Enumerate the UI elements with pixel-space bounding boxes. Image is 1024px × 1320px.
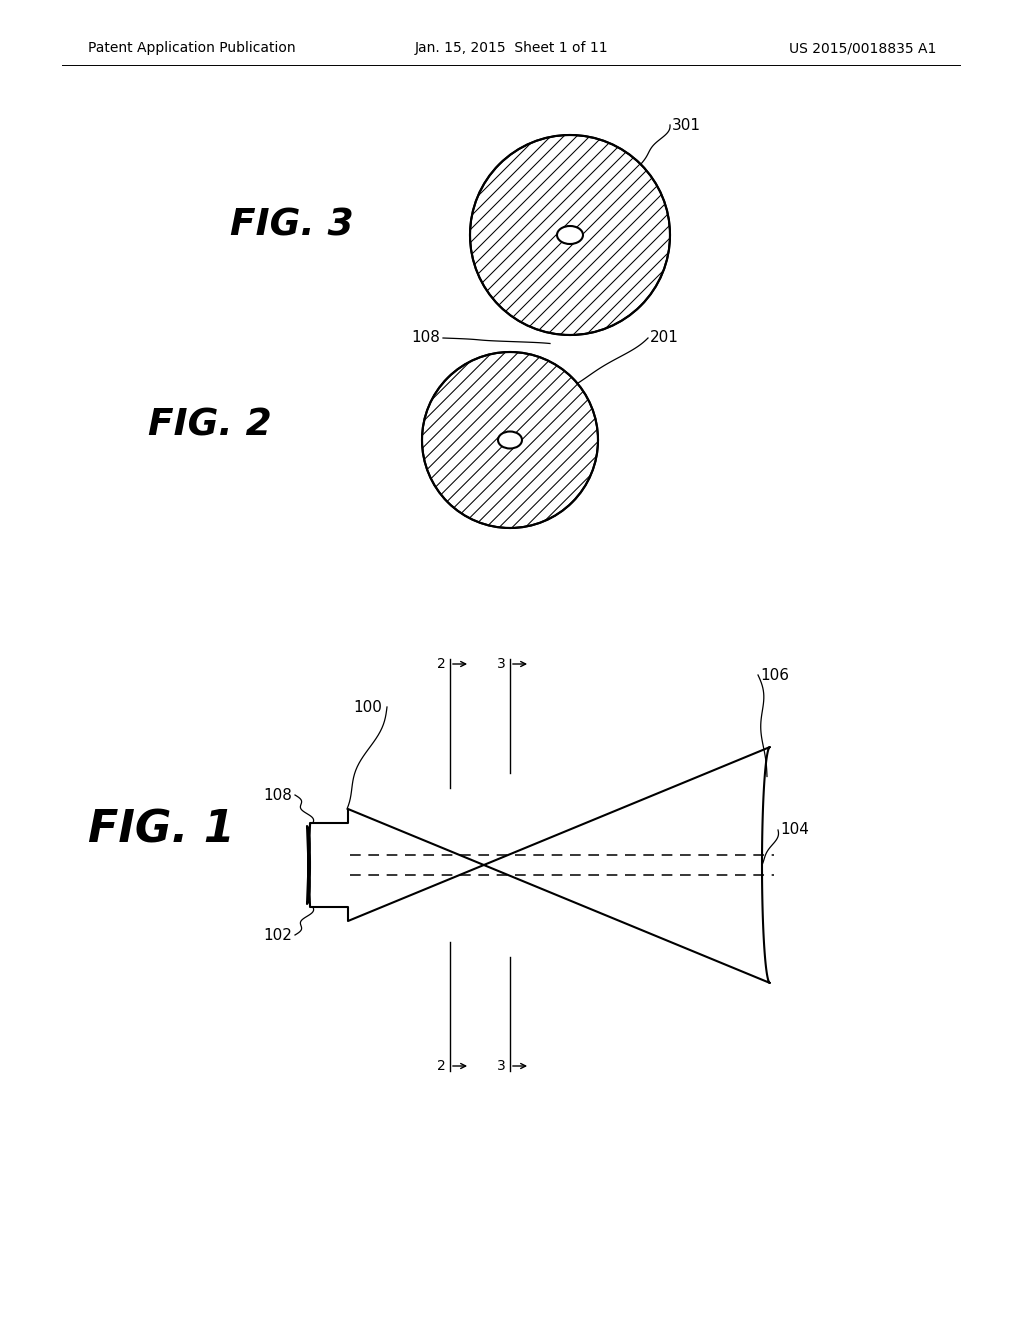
Text: 108: 108	[411, 330, 440, 346]
Text: US 2015/0018835 A1: US 2015/0018835 A1	[788, 41, 936, 55]
Text: 3: 3	[498, 1059, 506, 1073]
Circle shape	[470, 135, 670, 335]
Text: 2: 2	[437, 1059, 446, 1073]
Ellipse shape	[557, 226, 583, 244]
Text: 2: 2	[437, 657, 446, 671]
Text: FIG. 2: FIG. 2	[148, 407, 271, 444]
Text: 301: 301	[672, 117, 701, 132]
Ellipse shape	[498, 432, 522, 449]
Text: 100: 100	[353, 700, 382, 714]
Circle shape	[422, 352, 598, 528]
Text: 3: 3	[498, 657, 506, 671]
Text: 106: 106	[760, 668, 790, 682]
Text: 201: 201	[650, 330, 679, 346]
Text: FIG. 3: FIG. 3	[230, 207, 353, 243]
Text: 104: 104	[780, 822, 809, 837]
Text: 108: 108	[263, 788, 292, 803]
Text: FIG. 1: FIG. 1	[88, 808, 234, 851]
Text: 102: 102	[263, 928, 292, 942]
Text: Patent Application Publication: Patent Application Publication	[88, 41, 296, 55]
Text: Jan. 15, 2015  Sheet 1 of 11: Jan. 15, 2015 Sheet 1 of 11	[415, 41, 609, 55]
